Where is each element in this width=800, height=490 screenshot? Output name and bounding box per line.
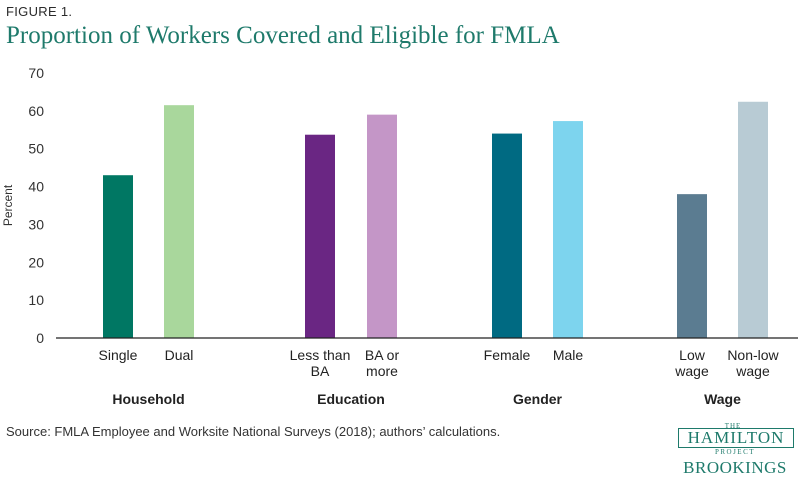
x-tick-label: Non-low — [727, 347, 779, 363]
bar — [367, 114, 397, 339]
y-tick-label: 40 — [28, 179, 44, 195]
bar — [738, 101, 768, 339]
group-label: Gender — [513, 391, 563, 407]
logo-project: PROJECT — [714, 448, 756, 456]
x-tick-label: BA or — [365, 347, 400, 363]
y-tick-label: 20 — [28, 254, 44, 270]
y-tick-label: 70 — [28, 65, 44, 81]
figure-label: FIGURE 1. — [6, 4, 73, 19]
x-tick-label: Single — [99, 347, 138, 363]
y-tick-label: 10 — [28, 292, 44, 308]
bar — [492, 133, 522, 338]
bar — [305, 134, 335, 338]
x-tick-label: Low — [679, 347, 706, 363]
bar — [553, 121, 583, 338]
y-tick-label: 0 — [36, 330, 44, 346]
x-tick-label: Female — [484, 347, 531, 363]
logo-the: THE — [724, 422, 742, 430]
bar — [677, 194, 707, 338]
x-tick-label: BA — [311, 363, 330, 379]
group-label: Household — [112, 391, 184, 407]
logo-brookings: BROOKINGS — [683, 458, 787, 477]
x-tick-label: Dual — [165, 347, 194, 363]
group-label: Wage — [704, 391, 741, 407]
x-tick-label: wage — [735, 363, 770, 379]
group-label: Education — [317, 391, 385, 407]
bar — [103, 175, 133, 338]
y-axis-label: Percent — [1, 184, 15, 226]
hamilton-brookings-logo: THE HAMILTON PROJECT BROOKINGS — [668, 422, 798, 484]
logo-hamilton: HAMILTON — [678, 428, 794, 448]
y-tick-label: 50 — [28, 141, 44, 157]
y-tick-label: 30 — [28, 216, 44, 232]
x-tick-label: Male — [553, 347, 584, 363]
x-tick-label: wage — [674, 363, 709, 379]
bar-chart: Percent 0 10 20 30 40 50 60 70 Single Dual Househol… — [1, 65, 798, 407]
y-tick-label: 60 — [28, 103, 44, 119]
bar — [164, 105, 194, 338]
x-tick-label: more — [366, 363, 398, 379]
source-note: Source: FMLA Employee and Worksite Natio… — [6, 424, 501, 439]
x-tick-label: Less than — [290, 347, 351, 363]
chart-title: Proportion of Workers Covered and Eligib… — [6, 22, 560, 49]
